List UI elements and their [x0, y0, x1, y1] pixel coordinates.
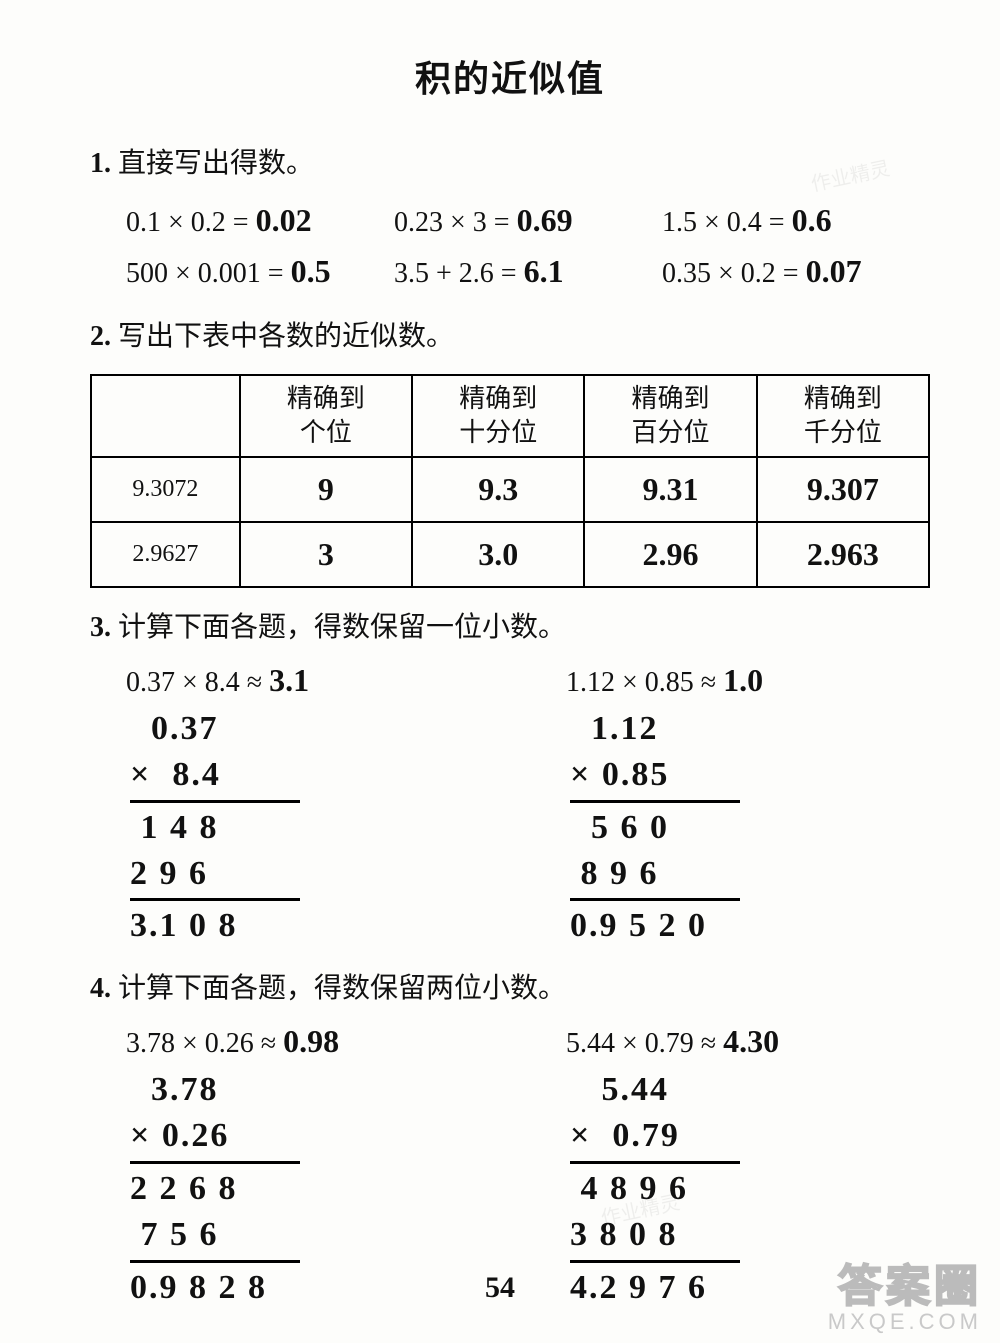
worksheet-page: 作业精灵 作业精灵 积的近似值 1. 直接写出得数。 0.1 × 0.2 = 0… [0, 0, 1000, 1343]
question-2: 2. 写出下表中各数的近似数。 精确到 个位 精确到 十分位 精确到 百分位 精… [90, 315, 930, 588]
q3-right-ans: 1.0 [723, 662, 763, 698]
th: 精确到 个位 [240, 375, 412, 457]
q3-right-expr: 1.12 × 0.85 ≈ [566, 667, 716, 698]
th-blank [91, 375, 240, 457]
q1-item: 3.5 + 2.6 = 6.1 [394, 246, 662, 297]
q1-item: 0.35 × 0.2 = 0.07 [662, 246, 930, 297]
cell: 2.96 [584, 522, 756, 587]
q1-prompt: 直接写出得数。 [118, 148, 314, 179]
row-label: 2.9627 [91, 522, 240, 587]
page-title: 积的近似值 [90, 50, 930, 102]
q2-prompt: 写出下表中各数的近似数。 [118, 321, 454, 352]
q4-right-ans: 4.30 [723, 1023, 779, 1059]
q1-expr: 0.1 × 0.2 = [126, 207, 249, 238]
row-label: 9.3072 [91, 457, 240, 522]
q3-left-work: 0.37× 8.4 1 4 82 9 63.1 0 8 [130, 706, 490, 949]
watermark-en: MXQE.COM [828, 1310, 982, 1333]
cell: 2.963 [757, 522, 929, 587]
q1-ans: 0.07 [806, 253, 862, 289]
q4-number: 4. [90, 973, 111, 1004]
q2-number: 2. [90, 321, 111, 352]
q4-left: 3.78 × 0.26 ≈ 0.98 3.78× 0.262 2 6 8 7 5… [90, 1016, 490, 1311]
watermark-cn: 答案圈 [828, 1264, 982, 1310]
question-3: 3. 计算下面各题，得数保留一位小数。 0.37 × 8.4 ≈ 3.1 0.3… [90, 606, 930, 949]
th: 精确到 百分位 [584, 375, 756, 457]
q1-ans: 0.02 [256, 202, 312, 238]
q3-right: 1.12 × 0.85 ≈ 1.0 1.12× 0.85 5 6 0 8 9 6… [530, 655, 930, 950]
table-row: 9.3072 9 9.3 9.31 9.307 [91, 457, 929, 522]
q1-item: 500 × 0.001 = 0.5 [126, 246, 394, 297]
q1-expr: 0.23 × 3 = [394, 207, 510, 238]
cell: 3.0 [412, 522, 584, 587]
q1-expr: 500 × 0.001 = [126, 258, 284, 289]
q3-left-ans: 3.1 [269, 662, 309, 698]
cell: 3 [240, 522, 412, 587]
table-row: 2.9627 3 3.0 2.96 2.963 [91, 522, 929, 587]
q3-right-work: 1.12× 0.85 5 6 0 8 9 60.9 5 2 0 [570, 706, 930, 949]
q1-ans: 0.5 [291, 253, 331, 289]
cell: 9.3 [412, 457, 584, 522]
q3-number: 3. [90, 612, 111, 643]
question-1: 1. 直接写出得数。 0.1 × 0.2 = 0.02 0.23 × 3 = 0… [90, 142, 930, 297]
th: 精确到 十分位 [412, 375, 584, 457]
q1-number: 1. [90, 148, 111, 179]
q3-left: 0.37 × 8.4 ≈ 3.1 0.37× 8.4 1 4 82 9 63.1… [90, 655, 490, 950]
approx-table: 精确到 个位 精确到 十分位 精确到 百分位 精确到 千分位 9.3072 9 … [90, 374, 930, 588]
q4-prompt: 计算下面各题，得数保留两位小数。 [118, 973, 566, 1004]
cell: 9.31 [584, 457, 756, 522]
q1-expr: 1.5 × 0.4 = [662, 207, 785, 238]
q1-item: 0.1 × 0.2 = 0.02 [126, 195, 394, 246]
q3-prompt: 计算下面各题，得数保留一位小数。 [118, 612, 566, 643]
q1-ans: 0.69 [517, 202, 573, 238]
q4-left-expr: 3.78 × 0.26 ≈ [126, 1028, 276, 1059]
q1-expr: 3.5 + 2.6 = [394, 258, 517, 289]
q4-right-expr: 5.44 × 0.79 ≈ [566, 1028, 716, 1059]
th: 精确到 千分位 [757, 375, 929, 457]
q1-item: 0.23 × 3 = 0.69 [394, 195, 662, 246]
cell: 9.307 [757, 457, 929, 522]
q3-left-expr: 0.37 × 8.4 ≈ [126, 667, 262, 698]
q4-left-ans: 0.98 [283, 1023, 339, 1059]
q1-item: 1.5 × 0.4 = 0.6 [662, 195, 930, 246]
question-4: 4. 计算下面各题，得数保留两位小数。 3.78 × 0.26 ≈ 0.98 3… [90, 967, 930, 1310]
table-header-row: 精确到 个位 精确到 十分位 精确到 百分位 精确到 千分位 [91, 375, 929, 457]
cell: 9 [240, 457, 412, 522]
q1-ans: 0.6 [792, 202, 832, 238]
site-watermark: 答案圈 MXQE.COM [828, 1264, 982, 1333]
q1-ans: 6.1 [524, 253, 564, 289]
q1-expr: 0.35 × 0.2 = [662, 258, 799, 289]
